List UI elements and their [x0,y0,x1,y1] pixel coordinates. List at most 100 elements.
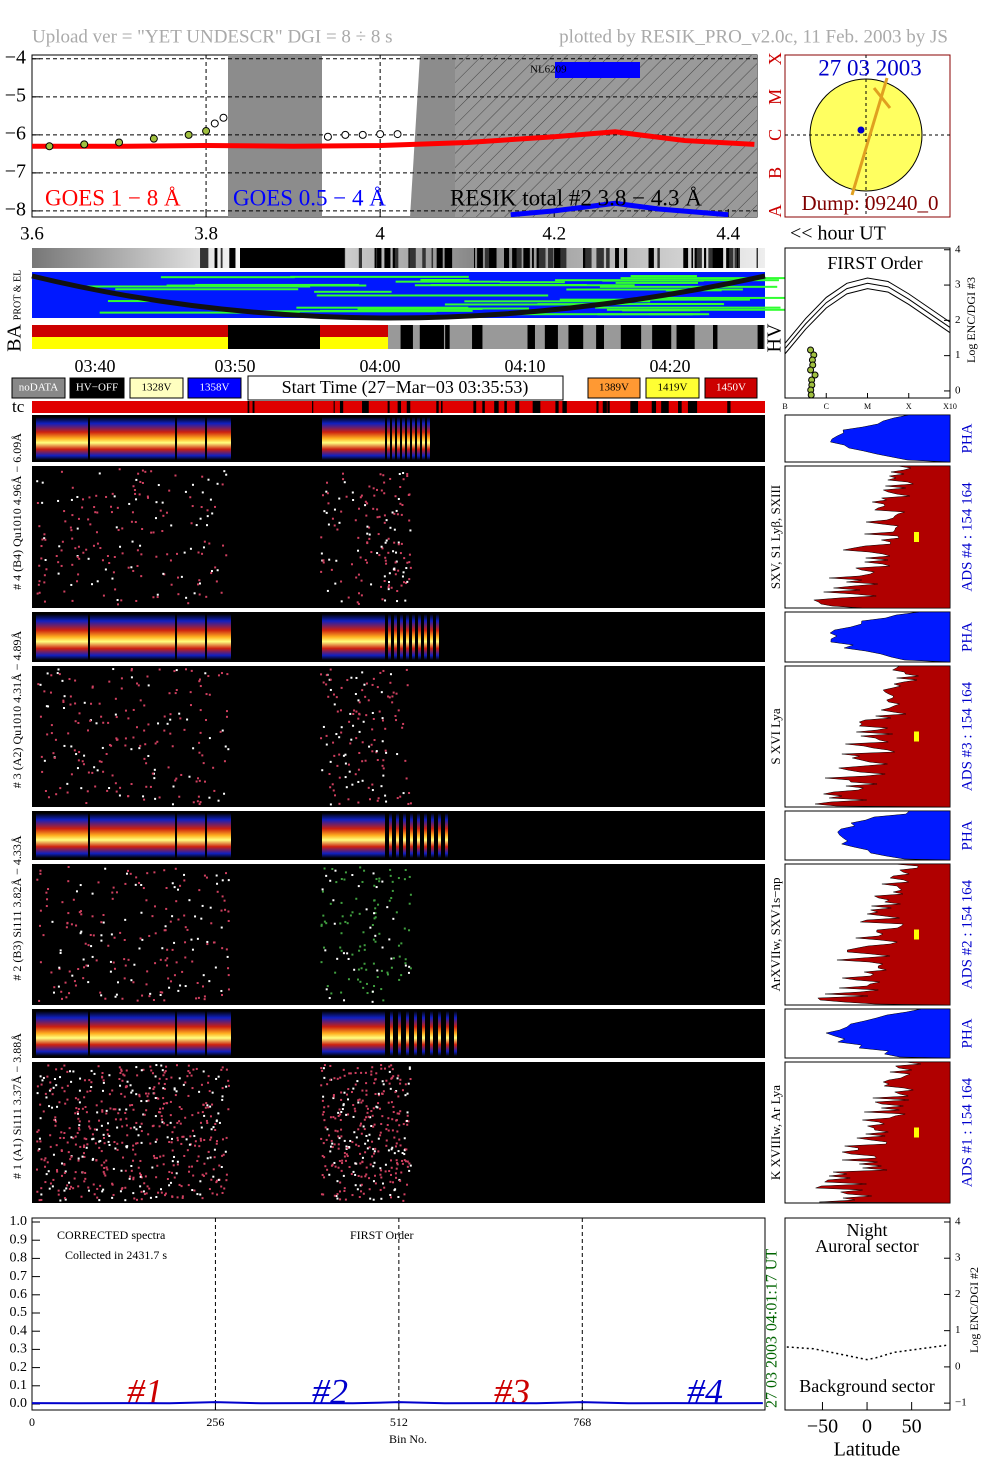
ads-dot [140,1198,143,1201]
tc-tick [532,401,535,413]
ads-dot [408,1066,411,1069]
ads-dot [106,1128,109,1131]
ads-dot [52,752,55,755]
prot-streak [444,303,593,306]
ads-dot [91,686,94,689]
ads-dot [91,955,94,958]
ads-dot [78,1120,81,1123]
ads-dot [85,1138,88,1141]
ads-dot [402,472,405,475]
ads-dot [340,1110,343,1113]
ads-dot [192,747,195,750]
ads-dot [341,1108,344,1111]
ads-dot [203,995,206,998]
ads-dot [226,673,229,676]
ads-dot [400,1171,403,1174]
ads-dot [403,927,406,930]
ads-dot [330,1164,333,1167]
ads-dot [90,945,93,948]
ads-dot [44,1165,47,1168]
ads-dot [135,1121,138,1124]
ads-dot [95,722,98,725]
ads-dot [173,1176,176,1179]
ads-dot [174,779,177,782]
ads-dot [70,1080,73,1083]
ads-dot [190,669,193,672]
ads-dot [198,779,201,782]
ads-dot [88,1079,91,1082]
ads-dot [352,1087,355,1090]
ads-dot [74,1143,77,1146]
ads-dot [147,723,150,726]
ads-dot [115,737,118,740]
ads-dot [105,752,108,755]
marker [807,346,815,354]
ads-dot [335,696,338,699]
ads-dot [65,996,68,999]
ba-gap [596,325,604,349]
ads-dot [227,1084,230,1087]
strip-tick [606,248,610,268]
ads-dot [95,1128,98,1131]
ads-dot [89,1127,92,1130]
ads-dot [105,1166,108,1169]
ads-dot [391,1118,394,1121]
ads-dot [375,886,378,889]
y-tick-label: 0.2 [10,1360,28,1375]
ads-dot [153,1157,156,1160]
ads-dot [377,903,380,906]
ads-dot [375,1072,378,1075]
ads-dot [77,1157,80,1160]
ads-dot [62,701,65,704]
ads-dot [108,787,111,790]
strip-tick [648,248,654,268]
pha-band [36,813,231,858]
ads-dot [368,537,371,540]
ads-dot [328,1134,331,1137]
ads-dot [77,1098,80,1101]
ba-gap [568,325,581,349]
y-tick-label: 2 [955,1288,961,1300]
class-label: A [765,204,785,217]
ads-dot [84,1177,87,1180]
ads-dot [390,1159,393,1162]
ads-dot [107,944,110,947]
ads-dot [121,997,124,1000]
ads-dot [397,1074,400,1077]
ads-dot [96,1187,99,1190]
ads-dot [223,470,226,473]
ads-dot [365,514,368,517]
ads-dot [144,470,147,473]
ads-dot [208,980,211,983]
ads-dot [125,1069,128,1072]
ads-dot [211,1103,214,1106]
ads-dot [221,895,224,898]
ads-dot [403,557,406,560]
ads-dot [76,767,79,770]
ads-dot [84,1106,87,1109]
pha-line [88,612,90,662]
ads-dot [135,1066,138,1069]
ads-dot [385,1079,388,1082]
ads-dot [377,1092,380,1095]
pha-band [322,417,382,460]
ads-dot [404,599,407,602]
ads-dot [152,999,155,1002]
ads-dot [383,514,386,517]
ads-dot [115,891,118,894]
ads-dot [77,517,80,520]
ads-dot [158,796,161,799]
ads-dot [102,1170,105,1173]
ads-dot [59,1199,62,1202]
strip-tick [409,248,416,268]
ads-dot [332,1094,335,1097]
strip-tick [717,248,724,268]
ads-dot [40,545,43,548]
ads-dot [176,1163,179,1166]
ads-dot [380,1064,383,1067]
legend-text: 1328V [142,382,172,394]
ads-dot [406,1114,409,1117]
ads-dot [353,968,356,971]
ads-dot [108,743,111,746]
ads-dot [164,1070,167,1073]
